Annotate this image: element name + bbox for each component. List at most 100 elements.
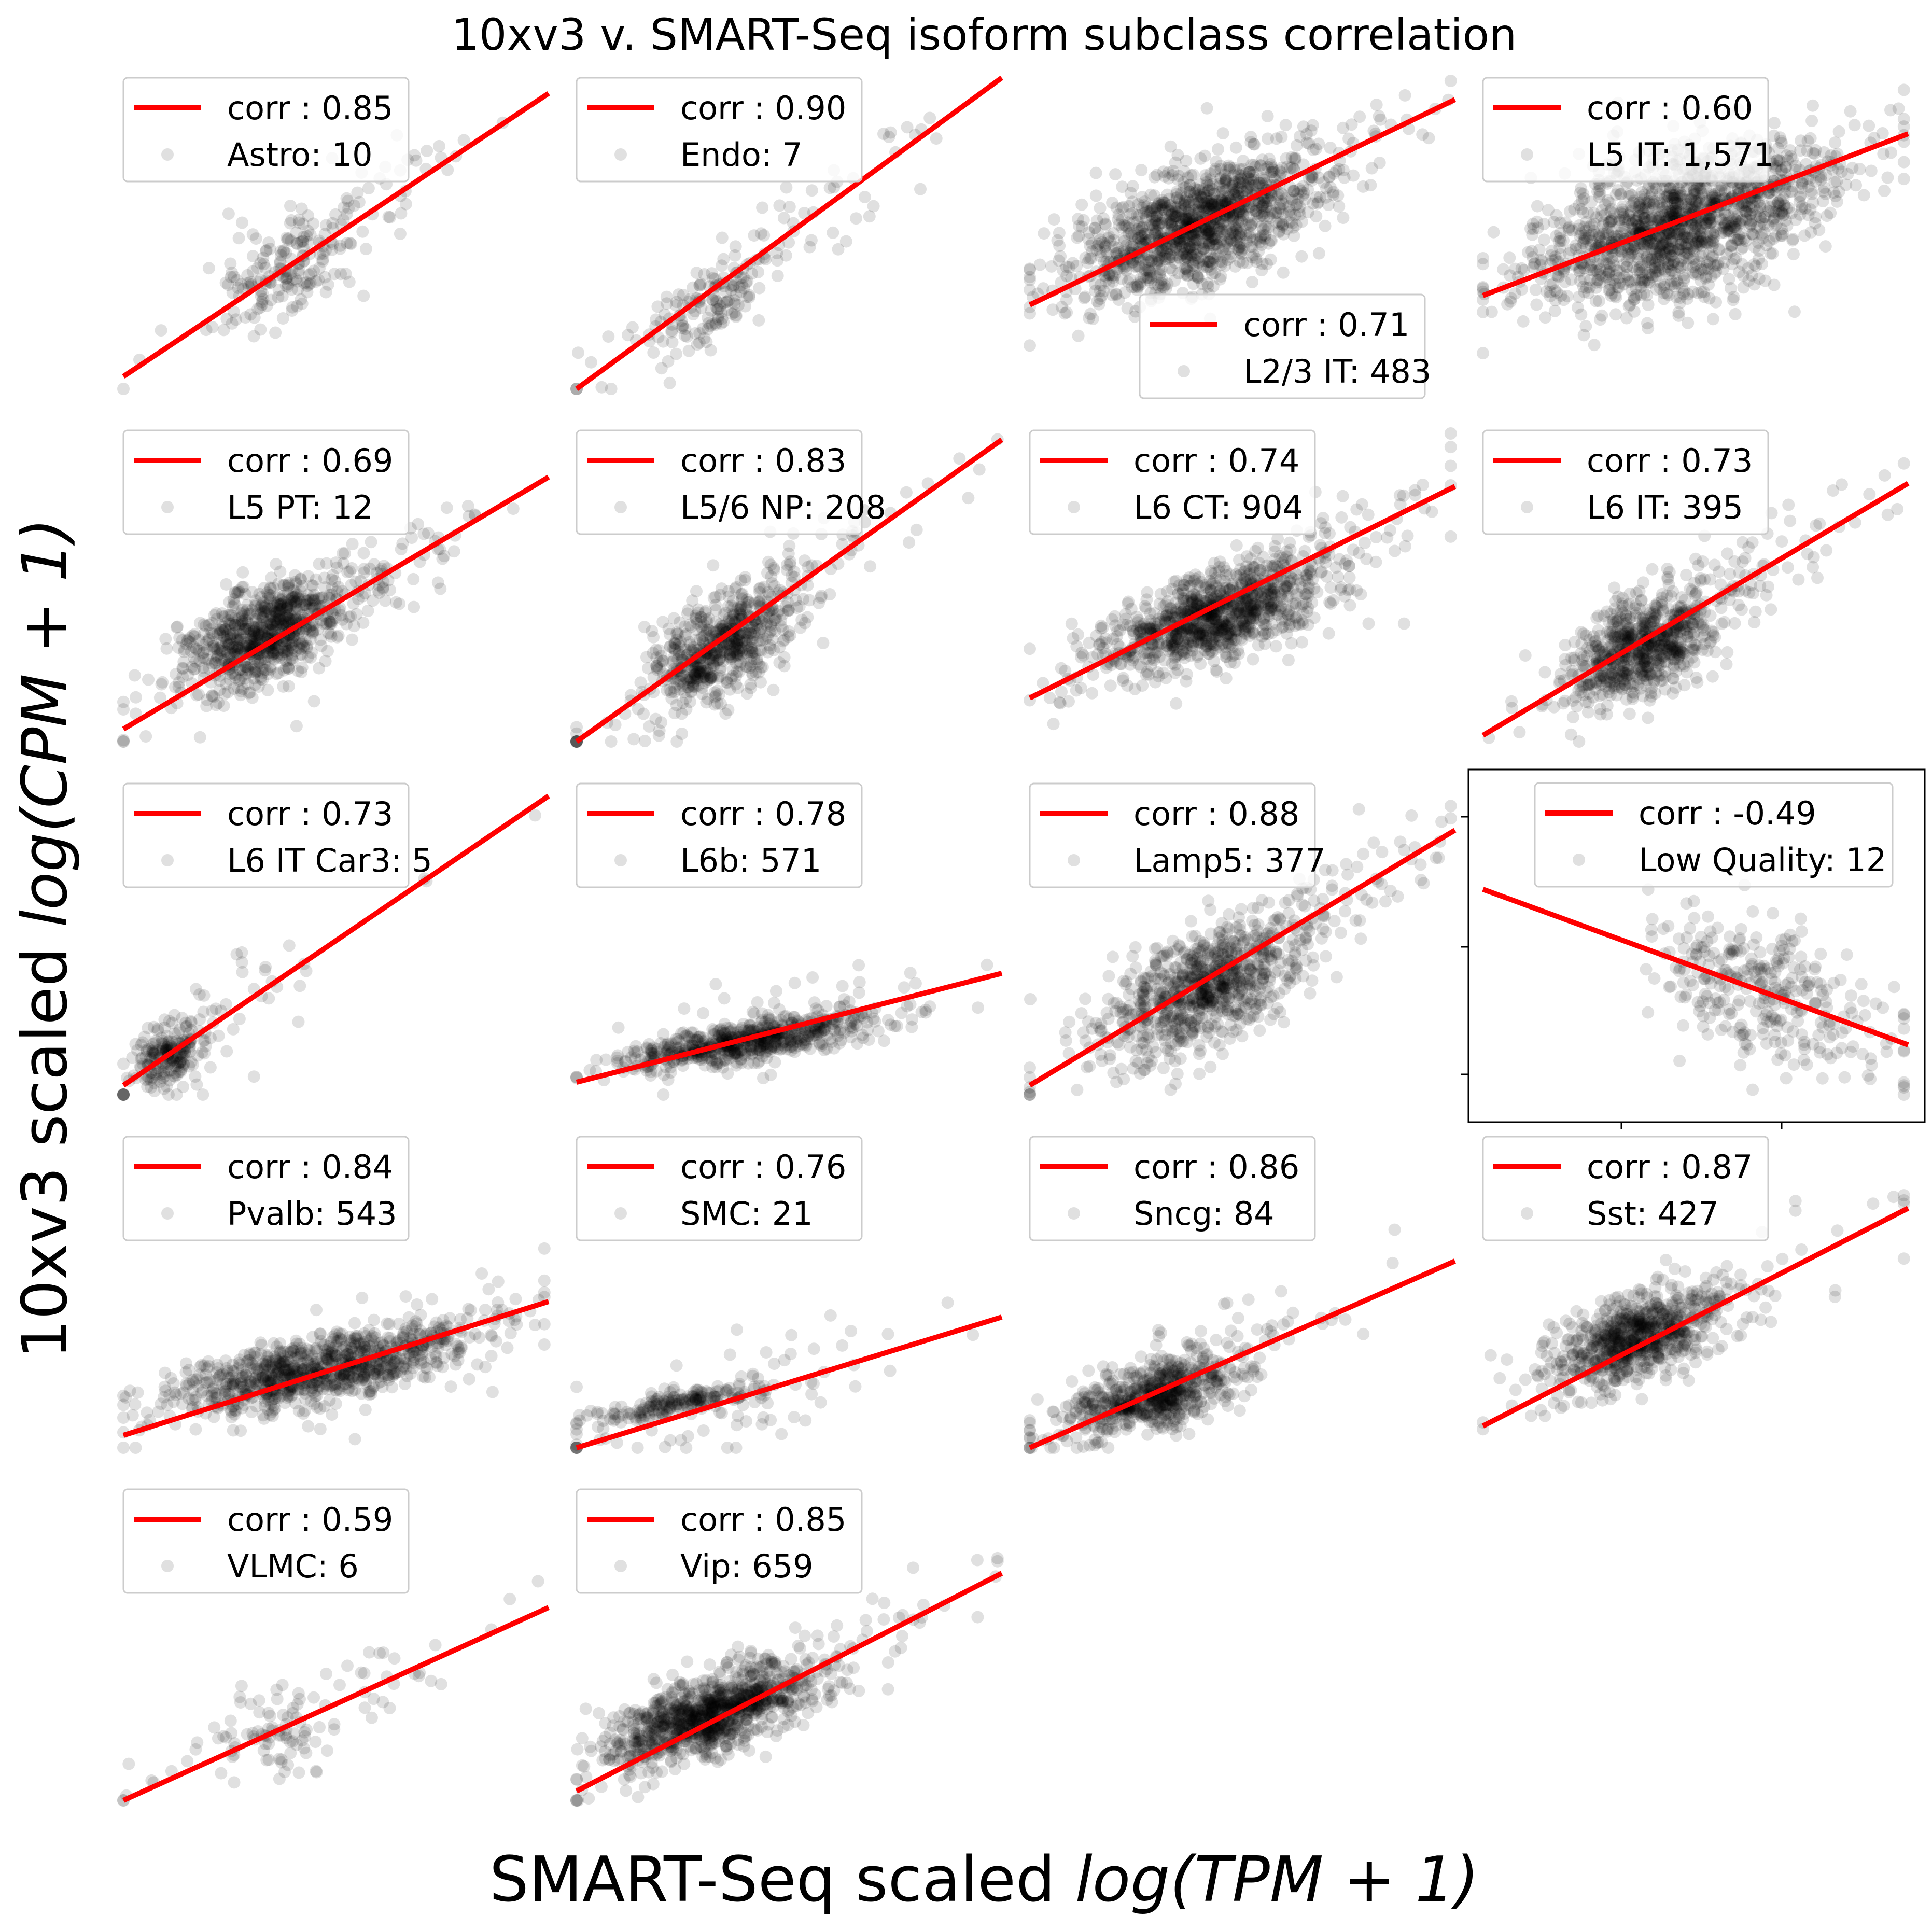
- scatter-point: [1477, 305, 1489, 318]
- scatter-point: [1623, 298, 1636, 311]
- scatter-point: [441, 163, 454, 176]
- scatter-point: [217, 324, 230, 337]
- scatter-point: [901, 121, 914, 134]
- scatter-point: [1229, 141, 1242, 154]
- scatter-point: [1089, 221, 1102, 234]
- scatter-point: [910, 523, 923, 536]
- scatter-point: [1242, 172, 1255, 185]
- scatter-point: [1102, 232, 1115, 245]
- scatter-point: [1195, 236, 1208, 249]
- scatter-point: [712, 313, 725, 326]
- scatter-point: [279, 279, 292, 292]
- scatter-point: [1250, 252, 1263, 265]
- scatter-point: [782, 631, 795, 644]
- scatter-point: [282, 232, 295, 245]
- scatter-point: [407, 572, 420, 585]
- scatter-point: [715, 306, 727, 319]
- fit-line: [122, 91, 550, 379]
- scatter-point: [1112, 208, 1125, 221]
- scatter-point: [304, 228, 317, 241]
- scatter-point: [1530, 298, 1543, 311]
- scatter-point: [1220, 172, 1233, 185]
- scatter-point: [694, 277, 707, 290]
- scatter-point: [1233, 243, 1245, 256]
- scatter-point: [1180, 249, 1193, 262]
- scatter-point: [297, 235, 310, 248]
- scatter-point: [1173, 252, 1186, 265]
- scatter-point: [1089, 166, 1102, 179]
- scatter-point: [1138, 227, 1151, 240]
- scatter-point: [277, 245, 290, 258]
- scatter-point: [658, 308, 671, 321]
- scatter-point: [1110, 201, 1123, 214]
- scatter-point: [1740, 234, 1753, 247]
- scatter-point: [1526, 228, 1539, 241]
- scatter-point: [1273, 198, 1286, 211]
- scatter-point: [711, 310, 724, 323]
- scatter-point: [232, 232, 245, 245]
- scatter-point: [357, 289, 370, 302]
- scatter-point: [334, 239, 346, 252]
- scatter-point: [1096, 236, 1109, 249]
- scatter-point: [1570, 239, 1583, 252]
- scatter-point: [291, 300, 304, 313]
- scatter-point: [678, 620, 691, 633]
- scatter-point: [384, 583, 397, 596]
- scatter-point: [785, 569, 798, 582]
- scatter-point: [728, 306, 741, 319]
- scatter-point: [117, 383, 130, 395]
- scatter-point: [1129, 305, 1142, 318]
- scatter-point: [1262, 132, 1275, 145]
- scatter-point: [1079, 290, 1091, 303]
- scatter-point: [345, 562, 358, 575]
- scatter-point: [1247, 137, 1260, 150]
- scatter-point: [1209, 267, 1221, 279]
- scatter-point: [1718, 220, 1731, 233]
- scatter-point: [1310, 210, 1323, 223]
- scatter-point: [717, 253, 730, 265]
- scatter-point: [744, 678, 757, 691]
- scatter-point: [1529, 283, 1542, 296]
- scatter-point: [1122, 275, 1135, 288]
- scatter-point: [1706, 313, 1719, 326]
- scatter-point: [1206, 198, 1219, 211]
- scatter-point: [292, 267, 305, 279]
- scatter-point: [1198, 149, 1211, 162]
- scatter-point: [274, 255, 287, 268]
- scatter-point: [691, 338, 704, 351]
- scatter-point: [1553, 227, 1566, 240]
- scatter-point: [679, 323, 692, 335]
- scatter-point: [1244, 219, 1257, 232]
- scatter-point: [236, 566, 249, 579]
- scatter-point: [232, 282, 245, 295]
- scatter-point: [1310, 191, 1323, 204]
- scatter-point: [1188, 189, 1201, 202]
- scatter-point: [230, 313, 242, 326]
- scatter-point: [220, 312, 233, 325]
- scatter-point: [1276, 218, 1289, 231]
- scatter-point: [291, 237, 304, 250]
- scatter-point: [215, 624, 228, 637]
- scatter-point: [1487, 226, 1500, 239]
- scatter-point: [1255, 264, 1268, 277]
- scatter-point: [312, 273, 325, 286]
- scatter-point: [1897, 173, 1910, 186]
- scatter-point: [721, 303, 734, 316]
- scatter-point: [1205, 173, 1217, 186]
- scatter-point: [440, 501, 453, 514]
- scatter-point: [1255, 239, 1268, 251]
- scatter-point: [1795, 181, 1808, 194]
- scatter-point: [1129, 232, 1142, 245]
- scatter-points: [117, 499, 520, 748]
- scatter-point: [1142, 254, 1155, 267]
- scatter-point: [1201, 280, 1214, 293]
- scatter-point: [1090, 243, 1103, 256]
- scatter-point: [1261, 110, 1274, 122]
- scatter-point: [328, 268, 341, 281]
- scatter-point: [722, 294, 735, 307]
- scatter-point: [170, 621, 183, 634]
- scatter-point: [702, 323, 715, 335]
- scatter-point: [656, 616, 669, 628]
- scatter-point: [256, 298, 269, 311]
- scatter-point: [1503, 251, 1516, 264]
